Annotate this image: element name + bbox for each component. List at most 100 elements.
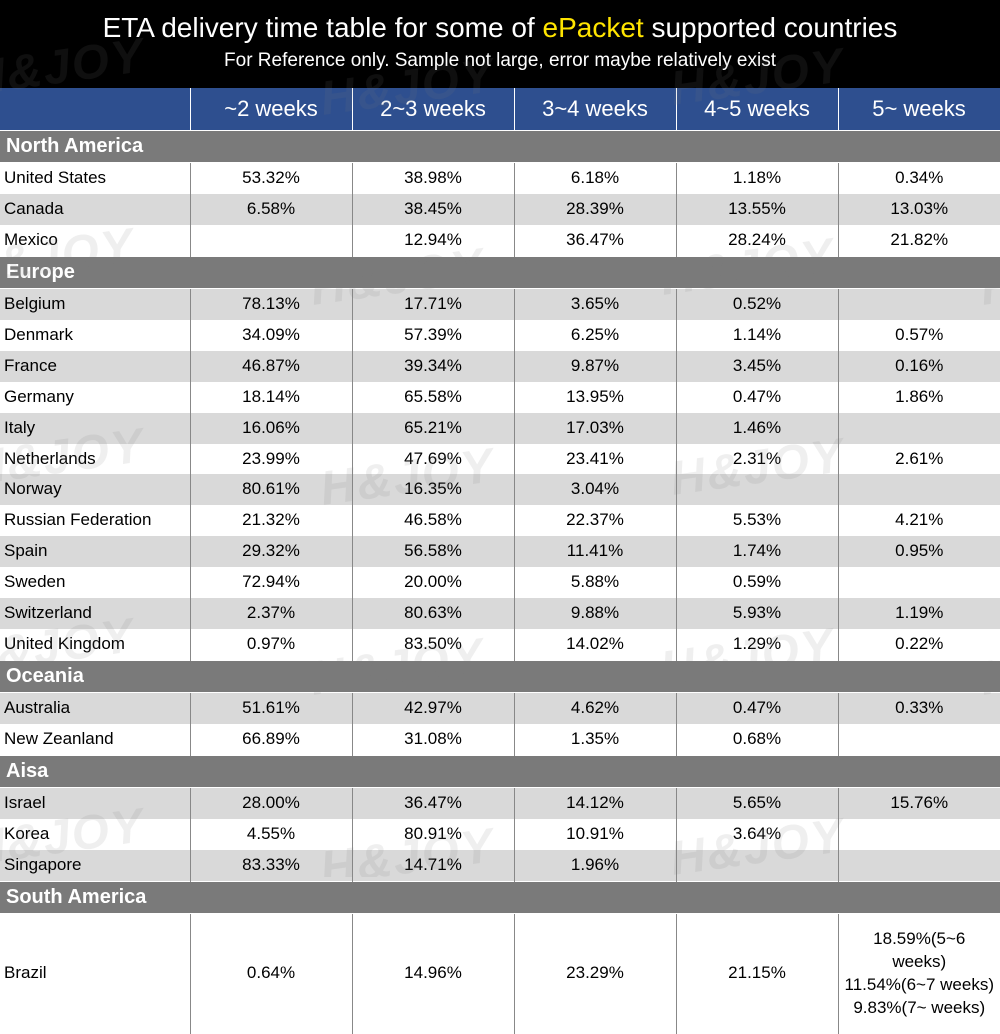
value-cell: 3.65% [514,288,676,319]
value-cell: 13.95% [514,382,676,413]
value-cell: 16.06% [190,413,352,444]
value-cell: 9.87% [514,351,676,382]
table-row: New Zeanland66.89%31.08%1.35%0.68% [0,724,1000,755]
value-cell: 0.95% [838,536,1000,567]
col-header-empty [0,88,190,131]
value-cell: 47.69% [352,444,514,475]
country-cell: Canada [0,194,190,225]
table-row: Sweden72.94%20.00%5.88%0.59% [0,567,1000,598]
col-header: 3~4 weeks [514,88,676,131]
value-cell: 23.41% [514,444,676,475]
value-cell: 12.94% [352,225,514,256]
value-cell: 38.45% [352,194,514,225]
title-post: supported countries [644,12,898,43]
value-cell: 22.37% [514,505,676,536]
value-cell: 6.18% [514,163,676,194]
value-cell: 28.24% [676,225,838,256]
value-cell: 1.86% [838,382,1000,413]
value-cell: 14.02% [514,629,676,660]
value-cell: 1.74% [676,536,838,567]
value-cell: 15.76% [838,787,1000,818]
country-cell: Switzerland [0,598,190,629]
country-cell: France [0,351,190,382]
region-label: Aisa [0,755,1000,787]
table-row: Brazil0.64%14.96%23.29%21.15%18.59%(5~6 … [0,913,1000,1033]
country-cell: Brazil [0,913,190,1033]
country-cell: Denmark [0,320,190,351]
country-cell: Russian Federation [0,505,190,536]
value-cell: 23.99% [190,444,352,475]
value-cell: 5.65% [676,787,838,818]
table-row: Spain29.32%56.58%11.41%1.74%0.95% [0,536,1000,567]
value-cell: 0.57% [838,320,1000,351]
value-cell [676,474,838,505]
value-cell: 9.88% [514,598,676,629]
table-body: North AmericaUnited States53.32%38.98%6.… [0,131,1000,1034]
page-subtitle: For Reference only. Sample not large, er… [10,50,990,72]
value-cell: 1.18% [676,163,838,194]
value-cell: 57.39% [352,320,514,351]
value-cell: 0.97% [190,629,352,660]
title-accent: ePacket [543,12,644,43]
value-cell: 0.52% [676,288,838,319]
value-cell: 18.59%(5~6 weeks)11.54%(6~7 weeks)9.83%(… [838,913,1000,1033]
value-cell: 56.58% [352,536,514,567]
country-cell: Netherlands [0,444,190,475]
table-row: Russian Federation21.32%46.58%22.37%5.53… [0,505,1000,536]
value-cell: 34.09% [190,320,352,351]
value-cell [838,474,1000,505]
value-cell: 1.46% [676,413,838,444]
country-cell: United Kingdom [0,629,190,660]
col-header: 5~ weeks [838,88,1000,131]
value-cell: 0.34% [838,163,1000,194]
table-row: Switzerland2.37%80.63%9.88%5.93%1.19% [0,598,1000,629]
value-cell: 46.87% [190,351,352,382]
region-header: Oceania [0,661,1000,693]
region-header: Europe [0,256,1000,288]
col-header: 2~3 weeks [352,88,514,131]
table-row: Australia51.61%42.97%4.62%0.47%0.33% [0,693,1000,724]
value-cell: 0.47% [676,693,838,724]
title-pre: ETA delivery time table for some of [103,12,543,43]
country-cell: Belgium [0,288,190,319]
value-cell: 78.13% [190,288,352,319]
value-cell: 17.71% [352,288,514,319]
value-cell: 13.55% [676,194,838,225]
col-header: ~2 weeks [190,88,352,131]
table-row: Netherlands23.99%47.69%23.41%2.31%2.61% [0,444,1000,475]
value-cell: 0.22% [838,629,1000,660]
value-cell: 31.08% [352,724,514,755]
value-cell: 42.97% [352,693,514,724]
table-row: Germany18.14%65.58%13.95%0.47%1.86% [0,382,1000,413]
region-label: Europe [0,256,1000,288]
value-cell: 1.19% [838,598,1000,629]
value-cell: 3.04% [514,474,676,505]
country-cell: Spain [0,536,190,567]
table-row: Norway80.61%16.35%3.04% [0,474,1000,505]
value-cell: 10.91% [514,819,676,850]
table-row: Denmark34.09%57.39%6.25%1.14%0.57% [0,320,1000,351]
value-cell: 65.21% [352,413,514,444]
value-cell [838,413,1000,444]
value-cell: 6.25% [514,320,676,351]
region-header: Aisa [0,755,1000,787]
value-cell: 18.14% [190,382,352,413]
country-cell: Israel [0,787,190,818]
region-label: North America [0,131,1000,163]
region-label: Oceania [0,661,1000,693]
country-cell: New Zeanland [0,724,190,755]
table-row: United States53.32%38.98%6.18%1.18%0.34% [0,163,1000,194]
value-cell: 13.03% [838,194,1000,225]
value-cell: 2.31% [676,444,838,475]
value-cell: 2.61% [838,444,1000,475]
region-header: North America [0,131,1000,163]
value-cell: 14.12% [514,787,676,818]
country-cell: Germany [0,382,190,413]
value-cell [838,819,1000,850]
value-cell: 80.61% [190,474,352,505]
value-cell: 2.37% [190,598,352,629]
value-cell: 3.64% [676,819,838,850]
value-cell: 80.63% [352,598,514,629]
value-cell: 5.93% [676,598,838,629]
value-cell: 23.29% [514,913,676,1033]
